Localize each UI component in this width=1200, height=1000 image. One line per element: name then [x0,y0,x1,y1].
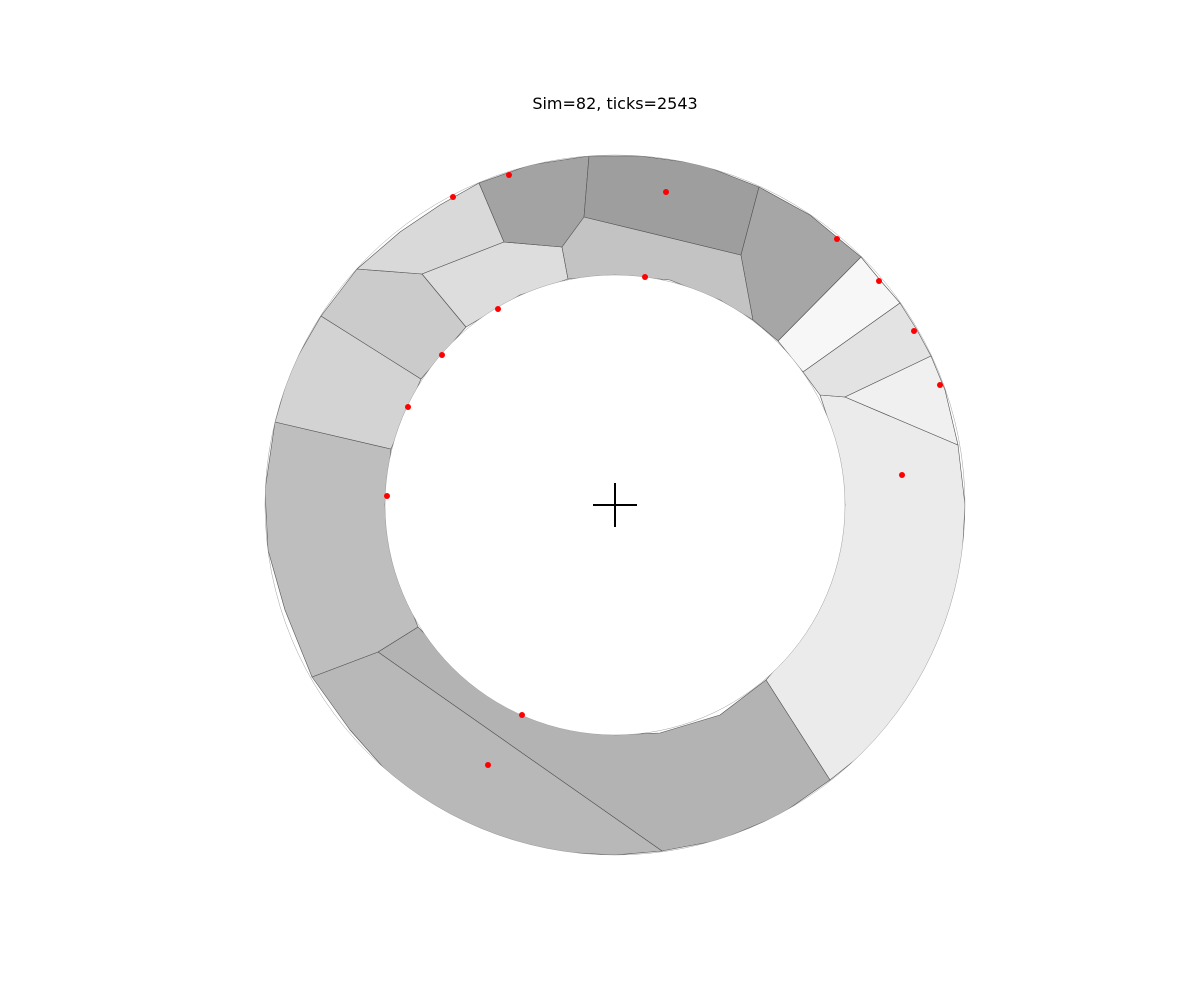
site-marker [642,274,648,280]
site-marker [439,352,445,358]
site-marker [506,172,512,178]
ring-outline [264,154,966,856]
site-marker [911,328,917,334]
site-marker [485,762,491,768]
site-marker [663,189,669,195]
site-marker [495,306,501,312]
voronoi-cells [265,155,965,855]
site-marker [519,712,525,718]
site-marker [405,404,411,410]
site-marker [899,472,905,478]
site-marker [834,236,840,242]
voronoi-cell [844,355,959,446]
site-marker [384,493,390,499]
site-marker [876,278,882,284]
site-marker [937,382,943,388]
site-markers [384,172,943,768]
outer-boundary [264,154,966,856]
plot-title: Sim=82, ticks=2543 [532,94,698,113]
site-marker [450,194,456,200]
center-crosshair [593,483,637,527]
voronoi-cell [765,394,965,781]
voronoi-cell [265,421,419,678]
inner-boundary [384,274,846,736]
